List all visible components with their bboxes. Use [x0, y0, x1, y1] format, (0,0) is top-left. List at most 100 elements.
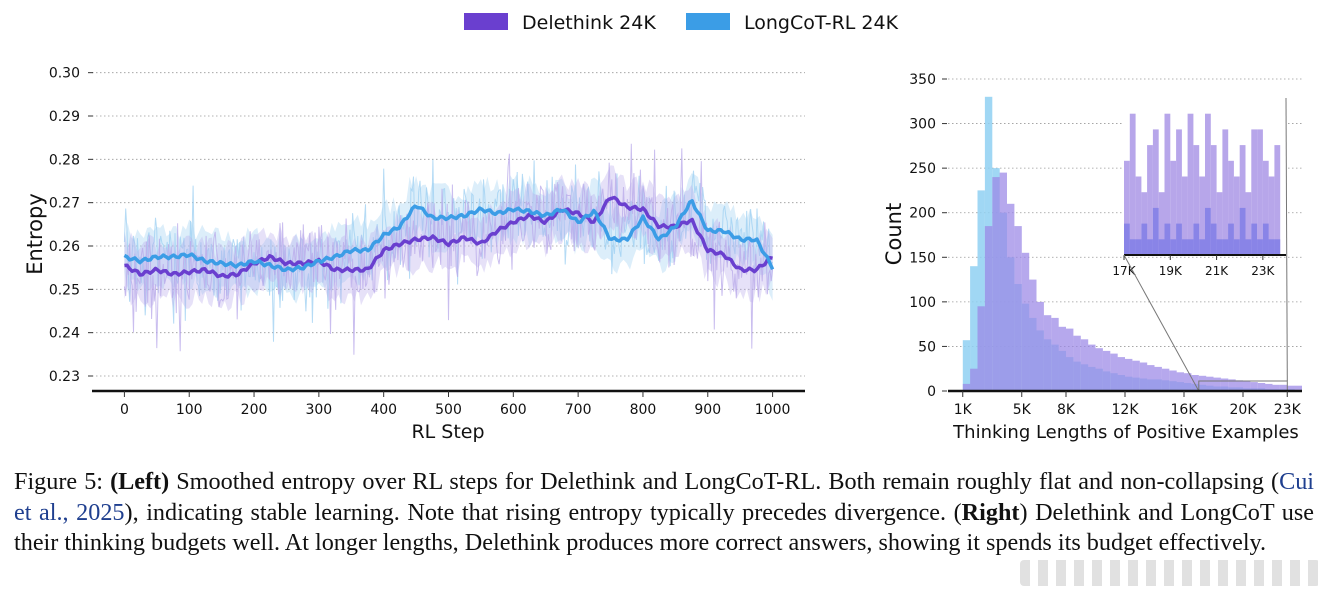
- right-x-tick-label: 20K: [1230, 402, 1258, 418]
- right-x-axis-label: Thinking Lengths of Positive Examples: [952, 422, 1299, 443]
- right-y-tick-label: 300: [909, 117, 936, 133]
- caption-right-label: Right: [961, 498, 1020, 526]
- hist-bar-delethink: [1191, 375, 1199, 391]
- hist-bar-longcot: [962, 340, 971, 391]
- right-axes: 0 50 100 150 200 250 300 350 1K 5K 8K 12K 16K 20K 23K: [909, 72, 1302, 418]
- inset-bar-longcot: [1158, 239, 1165, 255]
- inset-bar-delethink: [1205, 113, 1211, 255]
- inset-bar-delethink: [1152, 129, 1159, 255]
- inset-bar-longcot: [1135, 239, 1142, 255]
- left-x-tick-label: 900: [694, 402, 721, 418]
- inset-bar-longcot: [1152, 207, 1159, 255]
- hist-bar-delethink: [1110, 353, 1118, 391]
- inset-bar-delethink: [1228, 160, 1234, 255]
- figure-caption: Figure 5: (Left) Smoothed entropy over R…: [14, 467, 1314, 559]
- inset-bar-longcot: [1257, 239, 1263, 255]
- right-y-axis-label: Count: [882, 203, 906, 265]
- left-x-tick-label: 700: [565, 402, 592, 418]
- right-y-tick-label: 250: [909, 161, 936, 177]
- left-x-tick-label: 0: [120, 402, 129, 418]
- caption-text-3: ) Delethink and LongCoT use their thinki…: [14, 498, 1314, 557]
- hist-bar-delethink: [1125, 358, 1133, 391]
- hist-bar-delethink: [1132, 360, 1140, 391]
- inset-bar-delethink: [1262, 160, 1269, 255]
- right-x-tick-label: 8K: [1057, 402, 1076, 418]
- left-y-tick-label: 0.30: [49, 66, 80, 82]
- inset-bar-longcot: [1245, 239, 1252, 255]
- inset-bar-longcot: [1176, 223, 1182, 255]
- hist-bar-delethink: [1213, 377, 1221, 391]
- inset-bar-longcot: [1222, 239, 1229, 255]
- legend-label-longcot: LongCoT-RL 24K: [744, 12, 899, 34]
- inset-bar-delethink: [1176, 129, 1182, 255]
- hist-bar-delethink: [1095, 348, 1103, 391]
- inset-bar-longcot: [1170, 239, 1177, 255]
- hist-bar-delethink: [962, 383, 971, 391]
- hist-bar-delethink: [1007, 203, 1015, 391]
- hist-bar-delethink: [1235, 380, 1243, 391]
- hist-bar-delethink: [1029, 279, 1037, 391]
- hist-bar-delethink: [1184, 373, 1192, 391]
- inset-bar-longcot: [1124, 223, 1130, 255]
- inset-bar-longcot: [1251, 223, 1258, 255]
- inset-bar-longcot: [1228, 223, 1234, 255]
- hist-bar-delethink: [1279, 384, 1288, 391]
- hist-bar-delethink: [1058, 326, 1066, 391]
- hist-bar-delethink: [1287, 385, 1295, 391]
- hist-bar-delethink: [1228, 379, 1236, 391]
- left-raw-trace: [123, 143, 774, 355]
- hist-bar-delethink: [1198, 375, 1207, 391]
- hist-bar-delethink: [1206, 376, 1214, 391]
- right-x-tick-label: 5K: [1013, 402, 1032, 418]
- left-y-tick-label: 0.27: [49, 196, 80, 212]
- inset-bar-delethink: [1147, 145, 1153, 255]
- hist-bar-delethink: [1021, 252, 1030, 391]
- left-y-tick-label: 0.23: [49, 369, 80, 385]
- right-y-tick-label: 0: [927, 384, 936, 400]
- hist-bar-delethink: [1088, 344, 1096, 391]
- inset-bar-longcot: [1193, 223, 1200, 255]
- caption-citation-link[interactable]: Cui et al., 2025: [14, 468, 1315, 526]
- left-axes: 0.23 0.24 0.25 0.26 0.27 0.28 0.29 0.30 0 100 200 3…: [49, 66, 805, 418]
- left-raw-noise: [123, 143, 774, 355]
- inset-bar-longcot: [1164, 223, 1171, 255]
- inset-bar-delethink: [1233, 176, 1240, 255]
- zoom-connector-left: [1123, 254, 1200, 392]
- legend-swatch-delethink: [464, 13, 508, 30]
- zoom-inset: 17K 19K 21K 23K: [1112, 97, 1288, 392]
- inset-bar-longcot: [1233, 239, 1240, 255]
- caption-text-1: Smoothed entropy over RL steps for Delet…: [176, 468, 1280, 495]
- inset-x-tick-label: 19K: [1159, 264, 1183, 278]
- inset-bar-delethink: [1222, 129, 1229, 255]
- left-series-lines: [123, 195, 775, 279]
- hist-bar-delethink: [1169, 370, 1177, 391]
- inset-bar-delethink: [1164, 113, 1171, 255]
- zoom-connector-right: [1285, 97, 1288, 382]
- left-x-tick-label: 500: [435, 402, 462, 418]
- legend-swatch-longcot: [686, 13, 730, 30]
- hist-bar-delethink: [992, 177, 1000, 391]
- hist-bar-delethink: [1102, 350, 1111, 391]
- hist-bar-delethink: [1257, 383, 1266, 391]
- right-histogram-bars: [962, 96, 1302, 392]
- left-y-tick-label: 0.24: [49, 326, 80, 342]
- right-x-tick-label: 1K: [954, 402, 973, 418]
- inset-bar-delethink: [1251, 129, 1258, 255]
- inset-bar-longcot: [1147, 239, 1153, 255]
- inset-x-tick-label: 23K: [1251, 264, 1275, 278]
- inset-bar-longcot: [1181, 239, 1188, 255]
- hist-bar-longcot: [977, 190, 985, 391]
- inset-bar-longcot: [1199, 239, 1205, 255]
- hist-bar-delethink: [1154, 366, 1162, 391]
- inset-bar-delethink: [1239, 145, 1246, 255]
- hist-bar-delethink: [1243, 381, 1251, 391]
- hist-bar-delethink: [1147, 365, 1155, 391]
- inset-bar-longcot: [1262, 223, 1269, 255]
- watermark-overlay: [1020, 560, 1320, 586]
- hist-bar-delethink: [1014, 226, 1022, 391]
- hist-bar-longcot: [970, 266, 978, 391]
- inset-bar-delethink: [1274, 145, 1281, 255]
- caption-left-label: (Left): [110, 468, 170, 495]
- left-x-axis-label: RL Step: [411, 421, 484, 443]
